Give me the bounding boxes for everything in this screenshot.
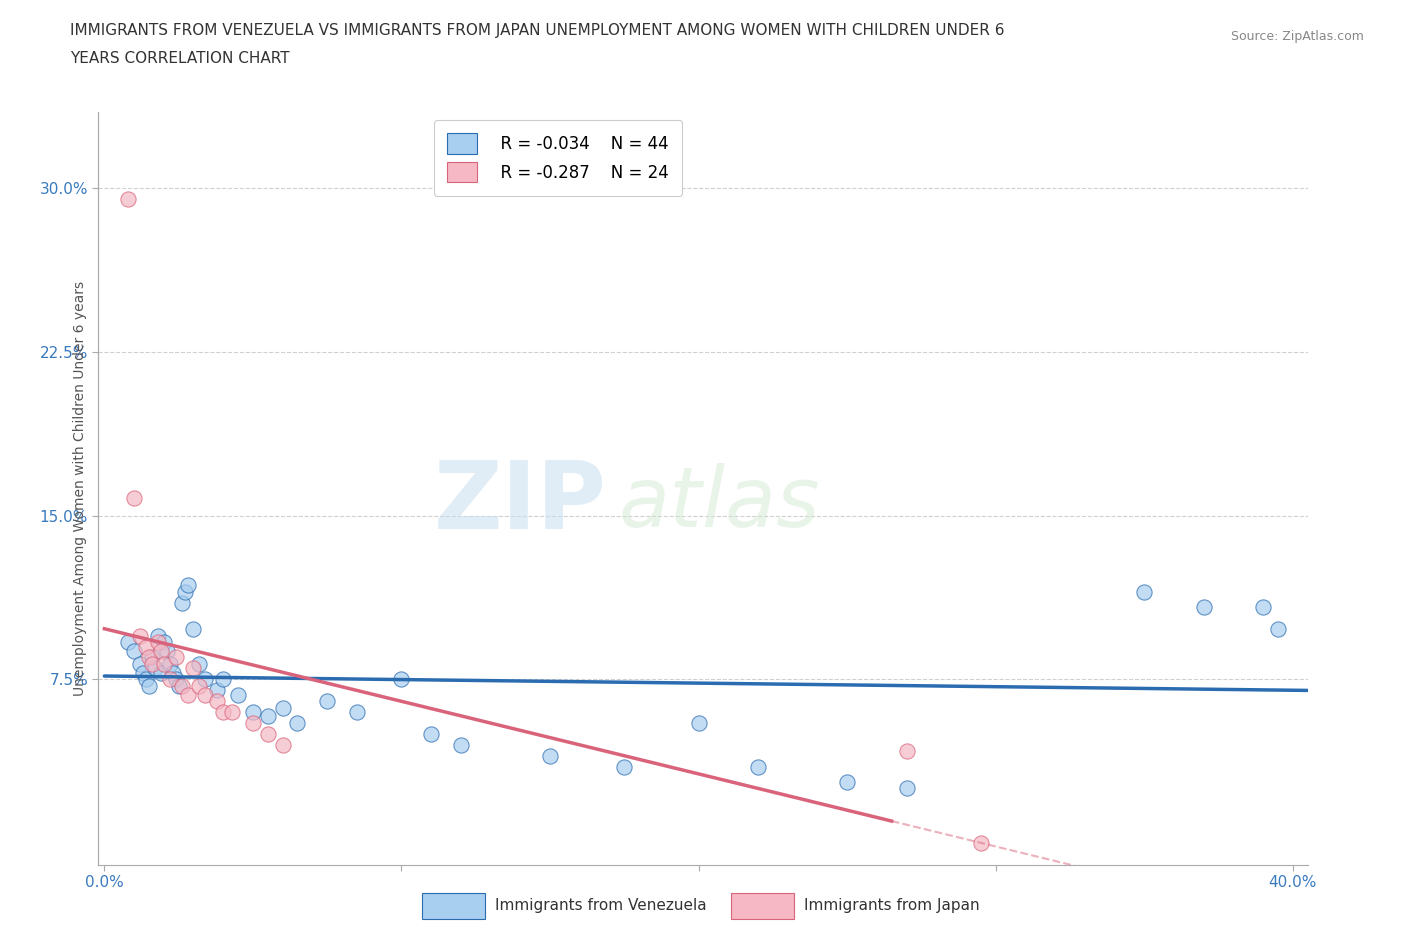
Point — [149, 644, 172, 658]
Point — [162, 665, 184, 680]
Point — [188, 678, 211, 693]
Point — [167, 678, 190, 693]
Point — [129, 657, 152, 671]
Point — [287, 715, 309, 730]
Point — [194, 687, 217, 702]
Point — [129, 628, 152, 643]
Text: atlas: atlas — [619, 463, 820, 544]
Point — [141, 650, 163, 665]
Point — [896, 781, 918, 796]
Point — [170, 595, 193, 610]
Point — [271, 737, 294, 752]
Point — [256, 726, 278, 741]
Point — [159, 657, 181, 671]
Point — [316, 694, 339, 709]
Point — [1192, 600, 1215, 615]
Point — [176, 578, 198, 592]
Point — [256, 709, 278, 724]
Point — [221, 705, 243, 720]
Point — [242, 715, 264, 730]
Point — [170, 678, 193, 693]
Point — [1267, 621, 1289, 636]
Point — [165, 650, 187, 665]
Point — [183, 621, 205, 636]
Point — [152, 635, 174, 650]
Text: YEARS CORRELATION CHART: YEARS CORRELATION CHART — [70, 51, 290, 66]
Point — [132, 665, 155, 680]
Point — [146, 635, 169, 650]
Point — [212, 671, 235, 686]
Point — [135, 639, 157, 654]
Point — [135, 671, 157, 686]
Y-axis label: Unemployment Among Women with Children Under 6 years: Unemployment Among Women with Children U… — [73, 281, 87, 696]
Point — [188, 657, 211, 671]
Point — [176, 687, 198, 702]
Point — [156, 644, 179, 658]
Point — [835, 775, 858, 790]
Point — [159, 671, 181, 686]
Text: IMMIGRANTS FROM VENEZUELA VS IMMIGRANTS FROM JAPAN UNEMPLOYMENT AMONG WOMEN WITH: IMMIGRANTS FROM VENEZUELA VS IMMIGRANTS … — [70, 23, 1005, 38]
Point — [970, 836, 993, 851]
Point — [688, 715, 710, 730]
Point — [143, 661, 166, 676]
Point — [1133, 585, 1156, 600]
Point — [613, 759, 636, 774]
Point — [242, 705, 264, 720]
Point — [117, 192, 139, 206]
Text: ZIP: ZIP — [433, 458, 606, 550]
Point — [122, 491, 145, 506]
Point — [183, 661, 205, 676]
Point — [391, 671, 413, 686]
Point — [538, 749, 561, 764]
Point — [212, 705, 235, 720]
Point — [141, 657, 163, 671]
Point — [152, 657, 174, 671]
Point — [226, 687, 249, 702]
Point — [146, 628, 169, 643]
Text: Immigrants from Venezuela: Immigrants from Venezuela — [495, 898, 707, 913]
Point — [207, 683, 229, 698]
Point — [165, 671, 187, 686]
Point — [122, 644, 145, 658]
Point — [117, 635, 139, 650]
Point — [1251, 600, 1274, 615]
Point — [138, 678, 160, 693]
Point — [896, 744, 918, 759]
Text: Immigrants from Japan: Immigrants from Japan — [804, 898, 980, 913]
Legend:   R = -0.034    N = 44,   R = -0.287    N = 24: R = -0.034 N = 44, R = -0.287 N = 24 — [433, 120, 682, 195]
Point — [747, 759, 769, 774]
Point — [346, 705, 368, 720]
Point — [194, 671, 217, 686]
Point — [207, 694, 229, 709]
Point — [138, 650, 160, 665]
Point — [271, 700, 294, 715]
Text: Source: ZipAtlas.com: Source: ZipAtlas.com — [1230, 30, 1364, 43]
Point — [420, 726, 443, 741]
Point — [149, 665, 172, 680]
Point — [450, 737, 472, 752]
Point — [173, 585, 195, 600]
